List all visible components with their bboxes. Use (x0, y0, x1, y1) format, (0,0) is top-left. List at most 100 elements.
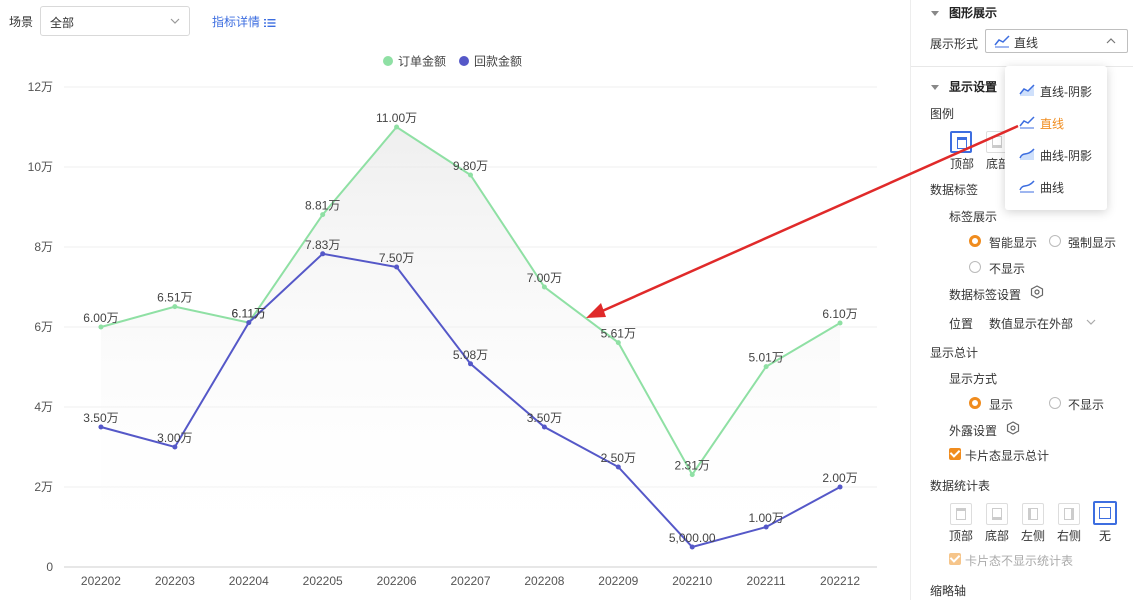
data-point (320, 212, 326, 218)
y-tick-label: 2万 (34, 480, 53, 494)
collapse-caret-icon (931, 11, 939, 17)
y-tick-label: 6万 (34, 320, 53, 334)
data-label: 2.31万 (675, 459, 710, 473)
dropdown-option-line-shadow[interactable]: 直线-阴影 (1005, 74, 1107, 106)
data-label: 6.10万 (822, 307, 857, 321)
y-tick-label: 4万 (34, 400, 53, 414)
data-point (394, 124, 400, 130)
data-label: 7.00万 (527, 271, 562, 285)
card-no-stat-checkbox[interactable] (949, 553, 961, 565)
x-tick-label: 202212 (820, 574, 860, 588)
data-label: 5.08万 (453, 348, 488, 362)
legend-top-caption: 顶部 (950, 157, 975, 171)
x-tick-label: 202208 (524, 574, 564, 588)
scene-select[interactable]: 全部 (40, 6, 190, 36)
radio-hide-total[interactable] (1049, 397, 1061, 409)
x-tick-label: 202209 (598, 574, 638, 588)
stat-position-none-button[interactable] (1093, 501, 1117, 525)
chevron-down-icon (170, 18, 180, 24)
dropdown-option-line[interactable]: 直线 (1005, 106, 1107, 138)
dropdown-option-curve-shadow[interactable]: 曲线-阴影 (1005, 138, 1107, 170)
data-point (763, 364, 769, 370)
data-label: 11.00万 (376, 111, 417, 125)
position-value: 数值显示在外部 (989, 317, 1074, 331)
line-chart: 0 2万 4万 6万 8万 10万 12万 202202 202203 202204 202205 2… (28, 54, 877, 588)
data-label: 6.11万 (232, 307, 266, 321)
stat-position-top-button[interactable] (950, 503, 972, 525)
data-label: 2.00万 (822, 471, 857, 485)
data-point (541, 424, 547, 430)
hexagon-settings-icon[interactable] (1006, 421, 1020, 435)
radio-no-display[interactable] (969, 261, 981, 273)
stat-left-caption: 左侧 (1021, 529, 1046, 543)
metric-details-link[interactable]: 指标详情 (212, 13, 276, 30)
data-label: 5.61万 (601, 327, 636, 341)
stat-position-left-button[interactable] (1022, 503, 1044, 525)
data-point (246, 320, 252, 326)
data-point (468, 172, 473, 178)
label-show-heading: 标签展示 (949, 210, 998, 224)
data-label-heading: 数据标签 (930, 183, 979, 197)
dropdown-option-label: 曲线 (1040, 181, 1065, 195)
data-point (689, 472, 695, 478)
legend-marker (383, 56, 393, 66)
legend-label: 订单金额 (398, 54, 446, 69)
dropdown-option-label: 直线 (1040, 117, 1065, 131)
card-no-stat-label: 卡片态不显示统计表 (965, 554, 1074, 568)
radio-force-display-label: 强制显示 (1068, 236, 1117, 250)
data-point (615, 464, 621, 470)
curve-icon (1019, 180, 1035, 193)
graphic-section-header[interactable]: 图形展示 (931, 4, 997, 21)
legend-position-top-button[interactable] (950, 131, 972, 153)
display-form-dropdown: 直线-阴影 直线 曲线-阴影 曲线 (1005, 66, 1107, 210)
data-point (98, 424, 104, 430)
show-mode-label: 显示方式 (949, 372, 998, 386)
stat-right-caption: 右侧 (1057, 529, 1082, 543)
collapse-caret-icon (931, 85, 939, 91)
scene-label: 场景 (9, 15, 34, 29)
data-label: 6.51万 (157, 291, 192, 305)
stat-none-caption: 无 (1099, 529, 1112, 543)
data-point (320, 251, 326, 257)
legend-label: 图例 (930, 107, 955, 121)
expose-settings-label: 外露设置 (949, 424, 998, 438)
data-label: 2.50万 (601, 451, 636, 465)
display-form-select[interactable]: 直线 (985, 29, 1128, 53)
data-point (172, 304, 178, 310)
line-shadow-icon (1019, 84, 1035, 96)
x-tick-label: 202204 (229, 574, 269, 588)
hexagon-settings-icon[interactable] (1030, 285, 1044, 299)
data-point (172, 444, 178, 450)
curve-shadow-icon (1019, 148, 1035, 160)
data-point (837, 320, 843, 326)
x-tick-label: 202205 (303, 574, 343, 588)
stat-table-heading: 数据统计表 (930, 479, 991, 493)
display-form-value: 直线 (1014, 36, 1039, 50)
chevron-down-icon (1086, 319, 1096, 325)
scene-select-value: 全部 (50, 16, 75, 30)
dropdown-option-label: 曲线-阴影 (1040, 149, 1092, 163)
display-settings-header[interactable]: 显示设置 (931, 78, 997, 95)
chart-area: 场景 全部 指标详情 0 2万 4万 6万 8万 10万 12万 202202 202203 20… (0, 0, 910, 588)
data-point (763, 524, 769, 530)
data-label: 7.83万 (305, 238, 340, 252)
stat-position-bottom-button[interactable] (986, 503, 1008, 525)
radio-no-display-label: 不显示 (989, 262, 1026, 276)
stat-position-right-button[interactable] (1058, 503, 1080, 525)
chevron-up-icon (1106, 38, 1116, 44)
radio-force-display[interactable] (1049, 235, 1061, 247)
position-select[interactable]: 数值显示在外部 (989, 313, 1099, 331)
data-label: 5,000.00 (669, 531, 716, 545)
dropdown-option-curve[interactable]: 曲线 (1005, 170, 1107, 202)
card-total-checkbox[interactable] (949, 448, 961, 460)
data-point (615, 340, 621, 346)
position-label: 位置 (949, 317, 974, 331)
stat-bottom-caption: 底部 (985, 529, 1010, 543)
data-point (468, 361, 473, 367)
radio-smart-display[interactable] (969, 235, 981, 247)
dropdown-option-label: 直线-阴影 (1040, 85, 1092, 99)
x-tick-label: 202203 (155, 574, 195, 588)
radio-show-total[interactable] (969, 397, 981, 409)
filter-bar: 场景 全部 指标详情 (0, 0, 910, 44)
y-tick-label: 12万 (28, 80, 53, 94)
